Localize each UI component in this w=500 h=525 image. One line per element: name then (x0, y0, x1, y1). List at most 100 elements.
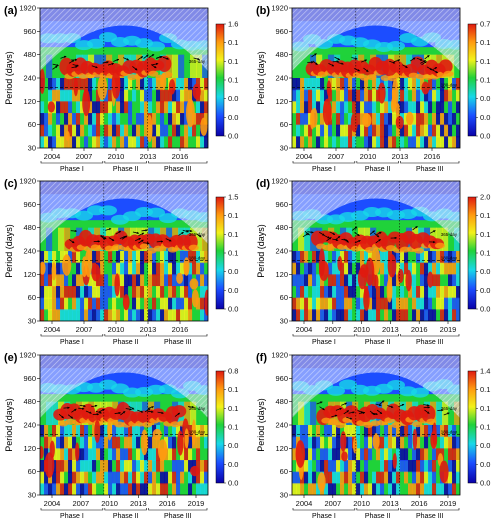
phase-bracket (356, 161, 399, 164)
power-cell (204, 101, 208, 114)
power-cell (380, 309, 385, 321)
power-cell (440, 297, 445, 311)
high-power-blob (47, 101, 55, 113)
phase-label: Phase II (113, 166, 139, 173)
power-cell (40, 309, 45, 321)
power-cell (184, 78, 189, 91)
power-cell (392, 471, 397, 485)
power-cell (408, 460, 413, 473)
power-cell (80, 309, 85, 321)
power-cell (144, 309, 149, 321)
power-cell (104, 124, 109, 138)
power-cell (312, 471, 317, 485)
power-cell (48, 251, 53, 264)
phase-arrow (132, 231, 140, 235)
power-cell (128, 286, 133, 299)
power-cell (348, 448, 353, 461)
panel-label: (f) (256, 352, 267, 364)
power-cell (292, 262, 297, 276)
heatmap-area (292, 181, 460, 321)
power-cell (336, 136, 341, 148)
phase-arrow (416, 57, 423, 61)
power-cell (40, 274, 45, 287)
power-blob (75, 210, 93, 221)
power-cell (328, 436, 333, 450)
power-cell (416, 101, 421, 114)
power-cell (310, 401, 317, 425)
power-cell (312, 286, 317, 299)
power-cell (448, 297, 453, 311)
power-cell (60, 286, 65, 299)
power-cell (448, 78, 453, 91)
power-cell (308, 101, 313, 114)
power-cell (152, 124, 157, 138)
power-cell (148, 101, 153, 114)
power-cell (428, 113, 433, 126)
power-cell (320, 113, 325, 126)
power-cell (304, 286, 309, 299)
power-cell (132, 113, 137, 126)
power-cell (324, 425, 329, 438)
power-cell (384, 274, 389, 287)
power-cell (132, 425, 137, 438)
power-cell (452, 124, 457, 138)
power-cell (300, 124, 305, 138)
phase-arrow (119, 236, 126, 239)
phase-bracket (148, 508, 208, 511)
phase-arrow (332, 60, 340, 63)
power-cell (96, 136, 101, 148)
power-cell (356, 297, 361, 311)
power-cell (204, 262, 208, 276)
x-tick-label: 2013 (130, 499, 147, 508)
power-cell (184, 89, 189, 103)
power-cell (84, 483, 89, 495)
power-cell (428, 262, 433, 276)
power-cell (300, 113, 305, 126)
power-cell (412, 113, 417, 126)
phase-arrow (412, 225, 418, 231)
y-axis-title: Period (days) (4, 398, 14, 452)
power-cell (160, 124, 165, 138)
power-cell (204, 78, 208, 91)
power-cell (436, 124, 441, 138)
power-cell (56, 251, 61, 264)
power-cell (440, 101, 445, 114)
power-cell (442, 401, 449, 425)
power-cell (392, 286, 397, 299)
power-cell (348, 483, 353, 495)
high-power-blob (430, 430, 438, 449)
power-cell (108, 274, 113, 287)
phase-arrow (52, 63, 59, 67)
power-cell (68, 124, 73, 138)
power-cell (372, 309, 377, 321)
power-cell (336, 251, 341, 264)
phase-arrow (135, 237, 142, 242)
power-cell (100, 124, 105, 138)
power-cell (46, 227, 53, 251)
high-power-blob (412, 428, 418, 451)
power-cell (132, 136, 137, 148)
high-power-blob (157, 439, 168, 461)
power-cell (168, 460, 173, 473)
phase-arrow (187, 405, 195, 409)
power-cell (368, 471, 373, 485)
power-cell (396, 124, 401, 138)
power-cell (164, 471, 169, 485)
power-cell (448, 274, 453, 287)
power-cell (300, 425, 305, 438)
power-cell (124, 309, 129, 321)
power-cell (168, 471, 173, 485)
power-cell (48, 471, 53, 485)
power-cell (108, 89, 113, 103)
power-cell (128, 425, 133, 438)
colorbar-tick-label: 0.1 (228, 423, 238, 432)
power-cell (292, 251, 297, 264)
power-cell (332, 274, 337, 287)
power-cell (404, 286, 409, 299)
power-cell (296, 297, 301, 311)
power-cell (336, 483, 341, 495)
power-cell (136, 436, 141, 450)
power-cell (112, 286, 117, 299)
power-cell (140, 274, 145, 287)
power-cell (356, 262, 361, 276)
